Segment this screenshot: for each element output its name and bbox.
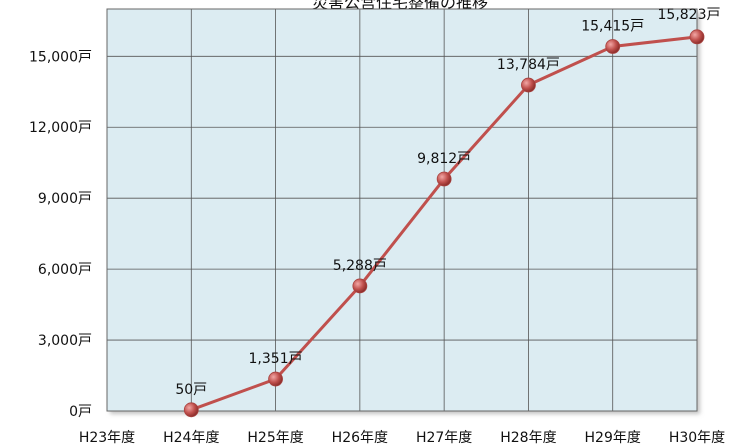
x-tick-label: H25年度: [247, 430, 303, 446]
x-tick-label: H28年度: [500, 430, 556, 446]
y-axis-tick-labels: 0戸 3,000戸 6,000戸 9,000戸 12,000戸 15,000戸: [29, 49, 92, 420]
series-markers: [183, 29, 705, 418]
y-tick-label: 9,000戸: [38, 191, 92, 207]
data-label: 5,288戸: [333, 258, 387, 274]
x-axis-tick-labels: H23年度 H24年度 H25年度 H26年度 H27年度 H28年度 H29年度 H30年度: [79, 430, 725, 446]
data-point-marker: [689, 29, 705, 45]
data-point-marker: [521, 77, 536, 93]
data-label: 13,784戸: [497, 57, 560, 73]
plot-area: [107, 9, 697, 411]
data-point-marker: [183, 402, 199, 418]
data-label: 15,823戸: [658, 7, 721, 23]
y-tick-label: 3,000戸: [38, 333, 92, 349]
plot-border: [106, 8, 698, 412]
x-tick-label: H30年度: [669, 430, 725, 446]
data-point-marker: [605, 39, 621, 54]
y-tick-label: 15,000戸: [29, 49, 92, 65]
data-label: 1,351戸: [249, 351, 303, 367]
data-labels: 50戸 1,351戸 5,288戸 9,812戸 13,784戸 15,415戸 15,82…: [175, 7, 720, 398]
data-label: 15,415戸: [581, 18, 644, 34]
y-tick-label: 6,000戸: [38, 262, 92, 278]
x-tick-label: H27年度: [416, 430, 472, 446]
data-label: 50戸: [175, 382, 207, 398]
data-label: 9,812戸: [417, 151, 471, 167]
x-tick-label: H29年度: [585, 430, 641, 446]
data-point-marker: [268, 371, 283, 387]
grid-lines: [106, 8, 698, 412]
data-point-marker: [436, 171, 452, 187]
x-tick-label: H24年度: [163, 430, 219, 446]
x-tick-label: H23年度: [79, 430, 135, 446]
data-point-marker: [352, 278, 368, 294]
x-tick-label: H26年度: [332, 430, 388, 446]
y-tick-label: 12,000戸: [29, 120, 92, 136]
y-tick-label: 0戸: [69, 404, 92, 420]
